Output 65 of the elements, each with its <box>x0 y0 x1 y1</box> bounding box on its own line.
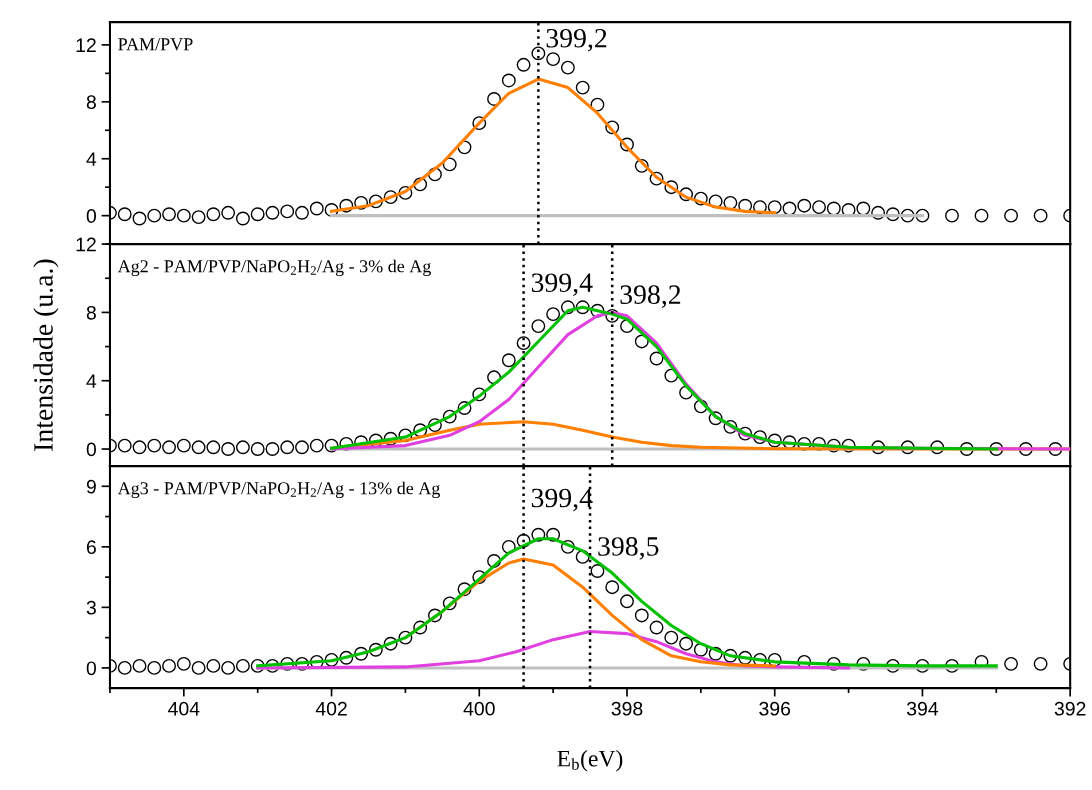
point <box>235 440 250 455</box>
x-tick-label: 398 <box>611 701 643 716</box>
point <box>309 438 324 453</box>
y-tick-label: 8 <box>86 95 96 110</box>
point <box>221 442 236 456</box>
point <box>531 319 546 334</box>
x-axis-title: E$_{b}$(eV) <box>557 749 623 772</box>
y-tick-label: 12 <box>76 38 96 52</box>
y-tick-label: 0 <box>86 209 97 223</box>
point <box>176 438 191 453</box>
annotation: Ag3 - PAM/PVP/NaPO$_{2}$H$_{2}$/Ag - 13% de Ag <box>117 481 441 499</box>
point <box>117 438 132 453</box>
point <box>634 608 649 623</box>
annotation: 399,4 <box>531 488 593 512</box>
point <box>1004 656 1019 671</box>
point <box>206 440 221 455</box>
y-axis-title: Intensidade (u.a.) <box>33 259 59 451</box>
point <box>590 564 605 578</box>
point <box>250 442 265 456</box>
x-tick-label: 396 <box>759 701 791 716</box>
y-tick-label: 4 <box>86 152 97 166</box>
annotation: Ag2 - PAM/PVP/NaPO$_{2}$H$_{2}$/Ag - 3% de Ag <box>117 259 431 277</box>
point <box>147 438 162 453</box>
y-tick-label: 4 <box>86 374 97 388</box>
y-tick-label: 12 <box>76 237 96 252</box>
point <box>221 660 236 675</box>
x-tick-label: 402 <box>315 701 347 716</box>
y-tick-label: 3 <box>86 600 96 615</box>
point <box>162 440 176 455</box>
point <box>679 636 694 651</box>
point <box>649 351 664 366</box>
annotation: 399,4 <box>531 273 593 297</box>
point <box>191 660 206 675</box>
annotation: 398,5 <box>598 537 659 560</box>
point <box>176 656 191 671</box>
y-tick-label: 0 <box>86 442 97 457</box>
point <box>206 658 221 673</box>
x-tick-label: 392 <box>1054 701 1086 716</box>
point <box>191 440 206 455</box>
point <box>132 658 147 673</box>
point <box>235 658 250 673</box>
point <box>132 440 147 455</box>
x-tick-label: 404 <box>168 701 200 716</box>
point <box>501 353 516 368</box>
annotation: 399,2 <box>546 28 607 52</box>
x-tick-label: 394 <box>906 701 939 716</box>
point <box>620 594 634 609</box>
point <box>1033 656 1048 671</box>
point <box>117 660 132 675</box>
x-tick-label: 400 <box>463 701 495 716</box>
annotation: 398,2 <box>620 285 681 308</box>
point <box>546 307 561 322</box>
point <box>649 620 664 635</box>
point <box>664 630 679 645</box>
y-tick-label: 8 <box>86 305 96 320</box>
point <box>280 440 295 455</box>
point <box>605 580 620 595</box>
point <box>295 440 309 455</box>
point <box>162 658 176 673</box>
y-tick-label: 6 <box>86 540 96 555</box>
annotation: PAM/PVP <box>118 38 193 51</box>
y-tick-label: 9 <box>86 479 96 494</box>
point <box>147 660 162 675</box>
point <box>265 442 280 456</box>
y-tick-label: 0 <box>86 661 97 676</box>
